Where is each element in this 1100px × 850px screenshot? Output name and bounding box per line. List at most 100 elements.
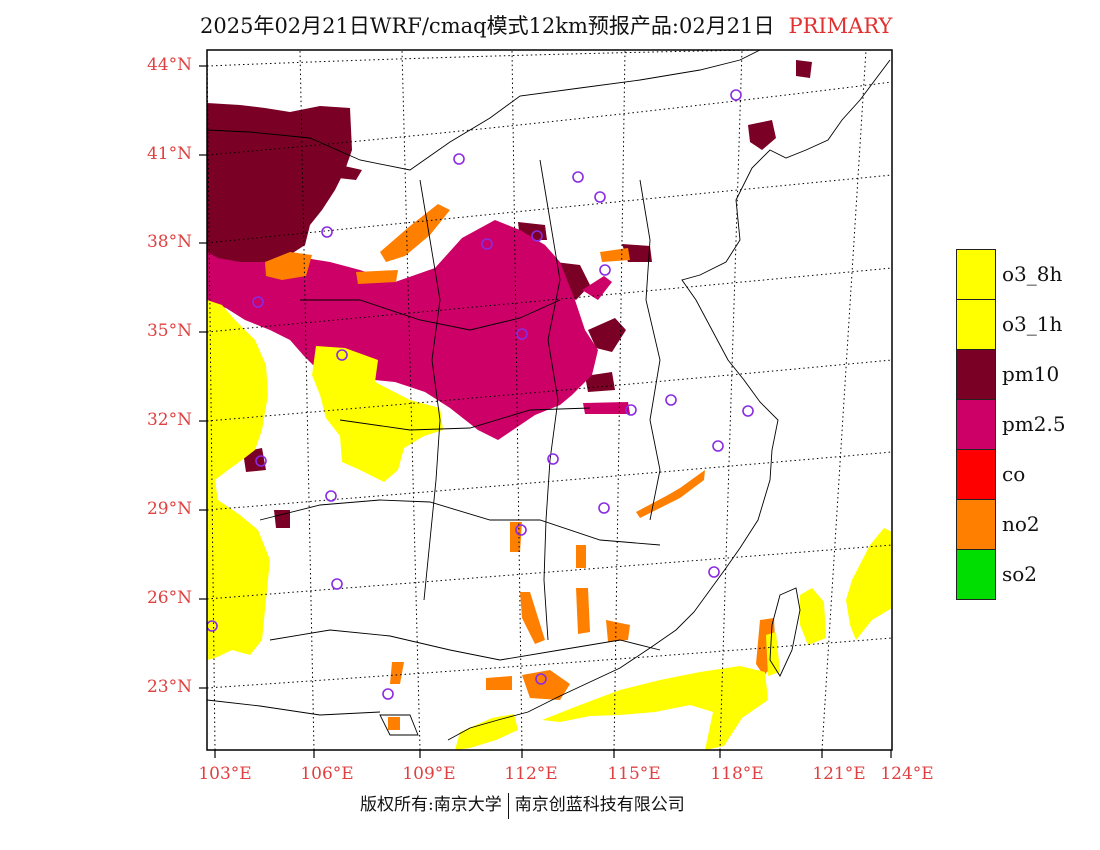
pm10-area: [338, 165, 362, 180]
station-marker: [665, 394, 677, 406]
no2-area: [606, 620, 630, 642]
lat-label-35n: 35°N: [146, 321, 192, 341]
no2-area: [380, 204, 450, 262]
station-marker: [547, 453, 559, 465]
company-text: 南京创蓝科技有限公司: [514, 795, 685, 815]
legend-swatch: [956, 549, 996, 600]
station-marker: [382, 688, 394, 700]
station-marker: [535, 673, 547, 685]
pm10-area: [796, 60, 812, 78]
station-marker: [207, 620, 218, 632]
lon-label-112e: 112°E: [504, 764, 558, 784]
lat-label-44n: 44°N: [146, 55, 192, 75]
lat-label-38n: 38°N: [146, 232, 192, 252]
lon-label-109e: 109°E: [402, 764, 456, 784]
o3-area: [455, 714, 518, 750]
no2-area: [265, 252, 312, 280]
map-title: 2025年02月21日WRF/cmaq模式12km预报产品:02月21日 PRIM…: [200, 10, 892, 40]
station-marker: [598, 502, 610, 514]
station-marker: [572, 171, 584, 183]
o3-area: [542, 666, 768, 750]
map-content: [207, 50, 892, 750]
legend-item-no2: no2: [956, 499, 1086, 550]
pm10-area: [748, 120, 776, 150]
copyright-footer: 版权所有:南京大学 南京创蓝科技有限公司: [360, 790, 685, 819]
o3-area: [207, 300, 270, 660]
legend-label: so2: [1002, 562, 1038, 586]
lat-label-29n: 29°N: [146, 499, 192, 519]
station-marker: [325, 490, 337, 502]
station-marker: [730, 89, 742, 101]
no2-area: [388, 717, 400, 730]
station-marker: [531, 230, 543, 242]
no2-area: [510, 522, 522, 552]
no2-area: [576, 588, 590, 634]
footer-divider: [507, 792, 509, 819]
station-marker: [255, 455, 267, 467]
o3-area: [846, 528, 892, 640]
station-marker: [742, 405, 754, 417]
pm10-area: [588, 318, 626, 352]
graticule: [207, 50, 892, 750]
legend-swatch: [956, 449, 996, 500]
legend-label: o3_8h: [1002, 262, 1063, 286]
axis-ticks: [199, 65, 892, 758]
pollutant-areas: [207, 60, 892, 750]
boundaries: [207, 50, 891, 741]
station-marker: [453, 153, 465, 165]
legend-item-pm10: pm10: [956, 349, 1086, 400]
legend-item-co: co: [956, 449, 1086, 500]
station-marker: [331, 578, 343, 590]
no2-area: [522, 670, 570, 700]
station-marker: [516, 328, 528, 340]
map-title-text: 2025年02月21日WRF/cmaq模式12km预报产品:02月21日: [200, 14, 775, 38]
legend-swatch: [956, 299, 996, 350]
legend-label: no2: [1002, 512, 1040, 536]
legend-swatch: [956, 499, 996, 550]
copyright-text: 版权所有:南京大学: [360, 795, 502, 815]
lon-label-124e: 124°E: [880, 764, 934, 784]
lon-label-103e: 103°E: [198, 764, 252, 784]
legend-swatch: [956, 249, 996, 300]
no2-area: [576, 545, 586, 568]
station-marker: [594, 191, 606, 203]
legend-label: pm2.5: [1002, 412, 1066, 436]
lon-label-121e: 121°E: [812, 764, 866, 784]
station-marker: [712, 440, 724, 452]
no2-area: [356, 270, 398, 284]
map-frame: [206, 49, 893, 751]
pm10-area: [274, 510, 290, 528]
o3-area: [800, 588, 826, 645]
legend-label: o3_1h: [1002, 312, 1063, 336]
lon-label-115e: 115°E: [607, 764, 661, 784]
pollutant-legend: o3_8h o3_1h pm10 pm2.5 co no2 so2: [956, 249, 1086, 600]
legend-swatch: [956, 399, 996, 450]
lon-label-118e: 118°E: [710, 764, 764, 784]
no2-area: [390, 662, 404, 684]
legend-item-o3-8h: o3_8h: [956, 249, 1086, 300]
o3-area: [766, 632, 780, 676]
no2-area: [636, 470, 705, 518]
pm25-area: [583, 402, 630, 414]
station-marker: [252, 296, 264, 308]
no2-area: [486, 676, 512, 690]
pm25-area: [582, 276, 612, 300]
legend-swatch: [956, 349, 996, 400]
lon-label-106e: 106°E: [300, 764, 354, 784]
legend-item-pm25: pm2.5: [956, 399, 1086, 450]
station-marker: [336, 349, 348, 361]
lat-label-26n: 26°N: [146, 588, 192, 608]
legend-item-so2: so2: [956, 549, 1086, 600]
lat-label-23n: 23°N: [146, 677, 192, 697]
station-marker: [321, 226, 333, 238]
no2-area: [520, 592, 545, 644]
station-marker: [625, 404, 637, 416]
pm10-area: [585, 372, 615, 392]
primary-tag: PRIMARY: [788, 14, 893, 38]
legend-label: co: [1002, 462, 1026, 486]
legend-label: pm10: [1002, 362, 1060, 386]
lat-label-32n: 32°N: [146, 410, 192, 430]
lat-label-41n: 41°N: [146, 144, 192, 164]
station-marker: [515, 524, 527, 536]
